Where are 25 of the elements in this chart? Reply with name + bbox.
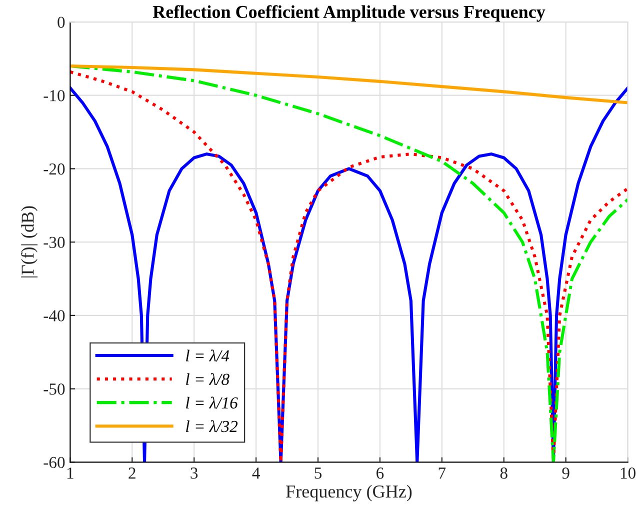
- legend-label: l = λ/8: [186, 373, 230, 386]
- x-tick-label: 1: [67, 468, 74, 479]
- y-tick-label: -60: [44, 456, 65, 468]
- legend-label: l = λ/32: [186, 420, 238, 432]
- y-axis-title: |Γ(f)| (dB): [20, 206, 38, 278]
- y-tick-label: -50: [44, 384, 65, 395]
- y-tick-label: -40: [44, 310, 65, 322]
- x-tick-label: 8: [500, 468, 508, 479]
- x-axis-title: Frequency (GHz): [286, 484, 412, 502]
- x-tick-label: 2: [128, 468, 136, 479]
- x-tick-label: 5: [314, 468, 322, 479]
- y-tick-label: -10: [44, 90, 65, 102]
- chart-title: Reflection Coefficient Amplitude versus Frequency: [152, 5, 546, 22]
- y-tick-label: -30: [44, 236, 65, 248]
- x-tick-label: 9: [562, 468, 570, 479]
- x-tick-label: 4: [252, 468, 260, 479]
- x-tick-label: 7: [438, 468, 446, 479]
- x-tick-label: 6: [376, 468, 384, 479]
- x-tick-label: 10: [620, 468, 636, 479]
- line-series: [70, 64, 628, 104]
- x-tick-label: 3: [190, 468, 198, 479]
- y-tick-label: -20: [44, 163, 65, 175]
- legend-label: l = λ/4: [186, 350, 230, 362]
- y-tick-label: 0: [58, 16, 65, 28]
- legend-label: l = λ/16: [186, 396, 238, 409]
